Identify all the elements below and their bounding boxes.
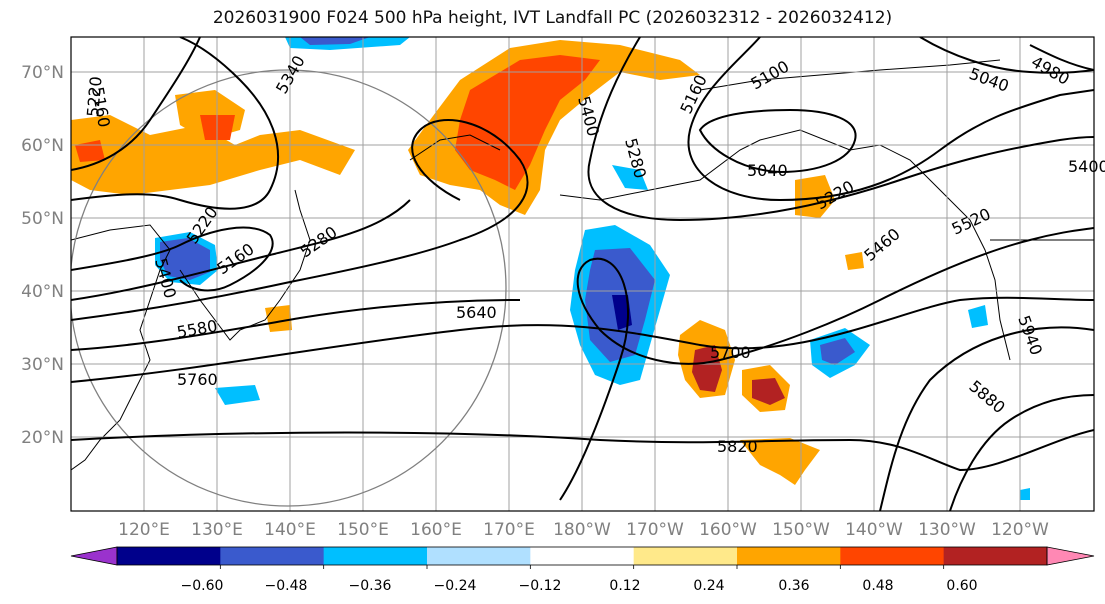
colorbar-segment [530,547,635,565]
lon-label: 160°E [410,520,462,540]
lat-label: 70°N [21,63,64,83]
colorbar-tick: 0.36 [778,578,809,594]
colorbar-tick: −0.24 [434,578,477,594]
colorbar-tick: −0.60 [181,578,224,594]
colorbar-extend-high [1046,546,1095,566]
lat-label: 30°N [21,355,64,375]
lon-label: 120°E [118,520,170,540]
contour-label: 5400 [1068,157,1105,176]
lat-label: 60°N [21,136,64,156]
colorbar-tick: −0.36 [349,578,392,594]
lon-label: 150°W [772,520,830,540]
colorbar-segment [737,547,841,565]
colorbar-tick: −0.12 [519,578,562,594]
contour-label: 5640 [456,303,497,322]
colorbar-tick: −0.48 [265,578,308,594]
colorbar-segment [427,547,531,565]
lon-label: 160°W [699,520,757,540]
lat-label: 50°N [21,209,64,229]
colorbar-segment [117,547,221,565]
colorbar-tick: 0.48 [862,578,893,594]
lon-label: 150°E [337,520,389,540]
contour-label: 5760 [177,370,218,389]
map-frame [70,36,1095,512]
colorbar-segment [840,547,945,565]
map-title: 2026031900 F024 500 hPa height, IVT Land… [212,8,893,28]
colorbar-extend-low [70,546,118,566]
contour-label: 5820 [717,437,758,456]
colorbar-frame [116,546,1048,566]
contour-label: 5040 [747,161,788,180]
colorbar-tick: 0.12 [609,578,640,594]
lat-label: 40°N [21,282,64,302]
colorbar-segment [220,547,325,565]
height-contours [71,37,1094,511]
lat-label: 20°N [21,428,64,448]
colorbar-segment [323,547,428,565]
gridlines [71,37,1094,511]
colorbar-tick: 0.24 [693,578,724,594]
lon-label: 130°E [191,520,243,540]
lon-label: 140°W [845,520,903,540]
colorbar-tick: 0.60 [946,578,977,594]
contour-label: 5220 [83,76,105,118]
lon-label: 130°W [918,520,976,540]
colorbar-ticks: −0.60 −0.48 −0.36 −0.24 −0.12 0.12 0.24 … [181,578,978,594]
colorbar-segment [943,547,1048,565]
lon-label: 170°W [626,520,684,540]
colorbar-segment [633,547,738,565]
longitude-labels: 120°E 130°E 140°E 150°E 160°E 170°E 180°… [118,520,1049,540]
lon-label: 180°W [553,520,611,540]
latitude-labels: 70°N 60°N 50°N 40°N 30°N 20°N [21,63,64,448]
lon-label: 120°W [991,520,1049,540]
lon-label: 170°E [483,520,535,540]
lon-label: 140°E [264,520,316,540]
landfall-circle [71,69,507,507]
contour-label: 5700 [710,343,751,362]
colorbar [70,546,1095,569]
